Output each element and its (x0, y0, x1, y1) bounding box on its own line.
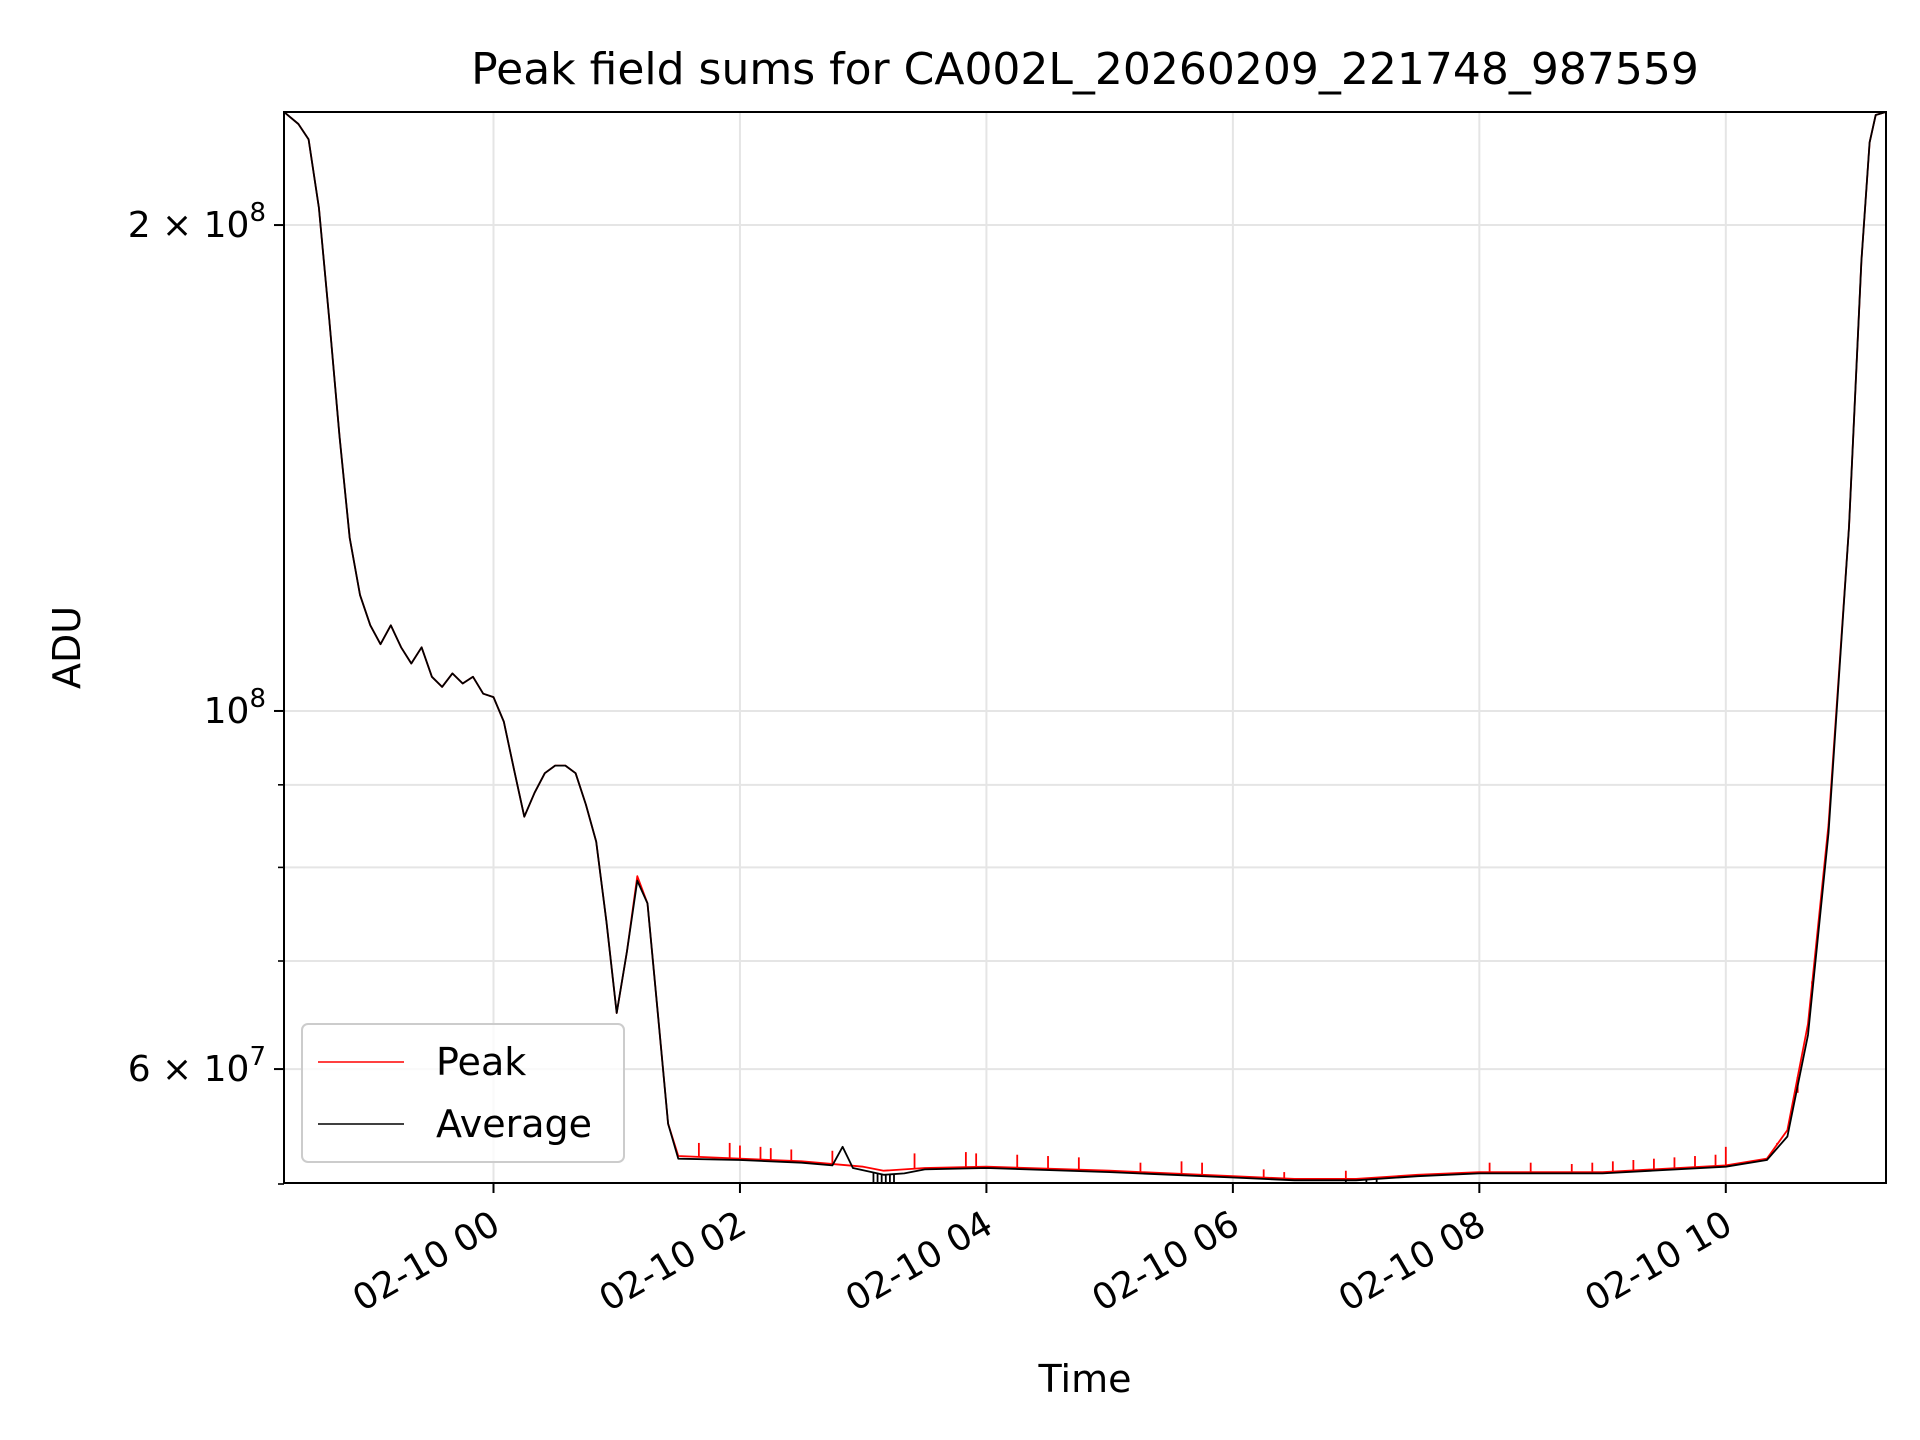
grid (284, 112, 1886, 1183)
plot-area-frame (283, 111, 1887, 1184)
series-layer (284, 112, 1886, 1183)
x-axis-title: Time (1038, 1357, 1132, 1401)
y-tick-label: 6 × 107 (128, 1042, 266, 1090)
legend-label-average: Average (436, 1102, 592, 1146)
legend: Peak Average (301, 1023, 625, 1163)
series-line-average (284, 112, 1886, 1182)
y-tick-label: 2 × 108 (128, 198, 266, 246)
chart-title: Peak field sums for CA002L_20260209_2217… (471, 44, 1699, 95)
y-axis-title: ADU (45, 606, 89, 689)
y-tick-label: 108 (204, 684, 266, 732)
legend-box (301, 1023, 625, 1163)
legend-label-peak: Peak (436, 1040, 526, 1084)
